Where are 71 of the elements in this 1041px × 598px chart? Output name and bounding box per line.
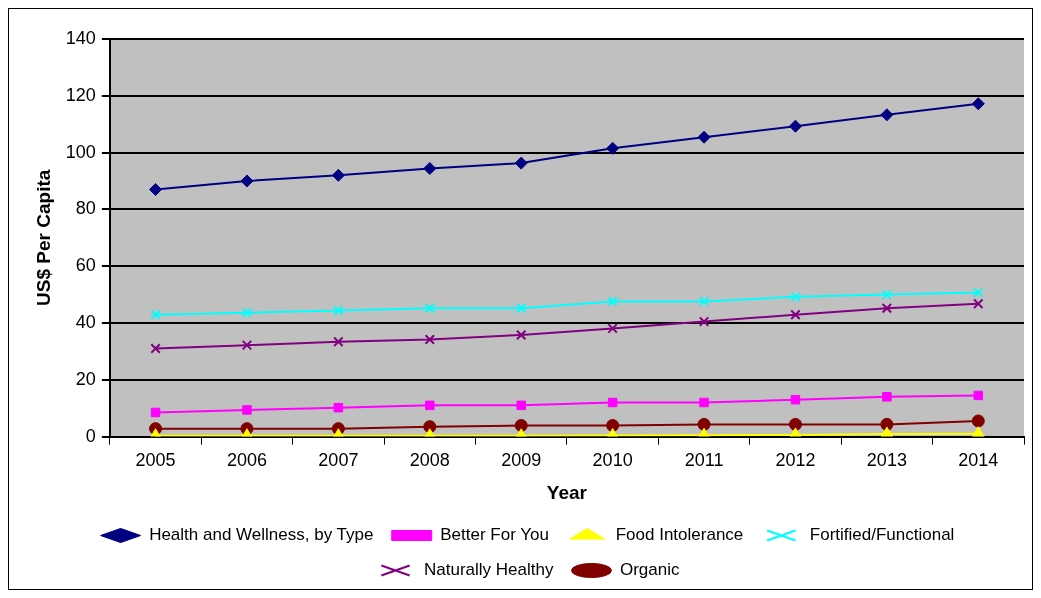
y-tick-label: 40 xyxy=(75,311,96,332)
point xyxy=(607,397,618,408)
y-tick-label: 20 xyxy=(75,368,96,389)
point xyxy=(425,400,435,411)
point xyxy=(333,305,344,316)
point xyxy=(699,397,709,408)
point xyxy=(515,302,527,314)
point xyxy=(607,296,618,307)
point xyxy=(788,119,802,133)
point xyxy=(514,419,528,433)
point xyxy=(880,108,894,122)
point xyxy=(790,394,801,405)
x-tick-label: 2008 xyxy=(409,450,450,471)
point xyxy=(697,417,711,431)
point xyxy=(240,174,254,188)
point xyxy=(971,97,985,111)
point xyxy=(149,183,163,197)
x-tick-label: 2012 xyxy=(775,450,816,471)
x-axis-title: Year xyxy=(546,481,588,503)
point xyxy=(424,302,436,314)
x-tick-label: 2014 xyxy=(958,450,999,471)
point xyxy=(881,289,893,300)
point xyxy=(607,323,618,334)
point xyxy=(150,309,161,321)
x-tick-label: 2006 xyxy=(226,450,267,471)
legend-label: Food Intolerance xyxy=(615,525,744,545)
x-tick-label: 2005 xyxy=(135,450,176,471)
point xyxy=(697,130,711,144)
point xyxy=(150,407,161,418)
point xyxy=(333,402,344,413)
point xyxy=(424,334,436,345)
x-tick-label: 2011 xyxy=(684,450,724,471)
legend-label: Organic xyxy=(619,560,680,580)
y-tick-label: 80 xyxy=(75,198,96,219)
point xyxy=(515,329,527,341)
y-tick-label: 120 xyxy=(65,84,96,105)
point xyxy=(331,168,345,182)
point xyxy=(150,343,161,354)
legend-label: Naturally Healthy xyxy=(424,560,554,580)
point xyxy=(606,141,620,155)
point xyxy=(242,405,252,415)
point xyxy=(790,291,801,303)
point xyxy=(973,287,984,298)
y-tick-label: 140 xyxy=(65,27,96,48)
x-tick-label: 2010 xyxy=(592,450,633,471)
point xyxy=(241,307,253,319)
y-axis-title: US$ Per Capita xyxy=(32,169,54,306)
y-tick-label: 60 xyxy=(75,255,96,276)
point xyxy=(973,390,984,401)
legend-label: Health and Wellness, by Type xyxy=(149,525,374,545)
point xyxy=(880,417,894,431)
point xyxy=(241,339,253,351)
point xyxy=(788,417,802,431)
point xyxy=(971,414,985,428)
point xyxy=(516,400,526,411)
point xyxy=(333,336,344,347)
point xyxy=(514,156,528,170)
y-tick-label: 0 xyxy=(85,425,96,446)
point xyxy=(698,296,710,307)
x-tick-label: 2009 xyxy=(501,450,542,471)
y-tick-label: 100 xyxy=(65,141,96,162)
point xyxy=(423,162,437,175)
legend-label: Fortified/Functional xyxy=(809,525,955,545)
x-tick-label: 2013 xyxy=(866,450,907,471)
point xyxy=(881,302,893,314)
point xyxy=(882,392,892,402)
legend-label: Better For You xyxy=(440,525,549,545)
point xyxy=(790,309,801,321)
point xyxy=(698,316,710,327)
point xyxy=(973,298,984,309)
x-tick-label: 2007 xyxy=(318,450,359,471)
